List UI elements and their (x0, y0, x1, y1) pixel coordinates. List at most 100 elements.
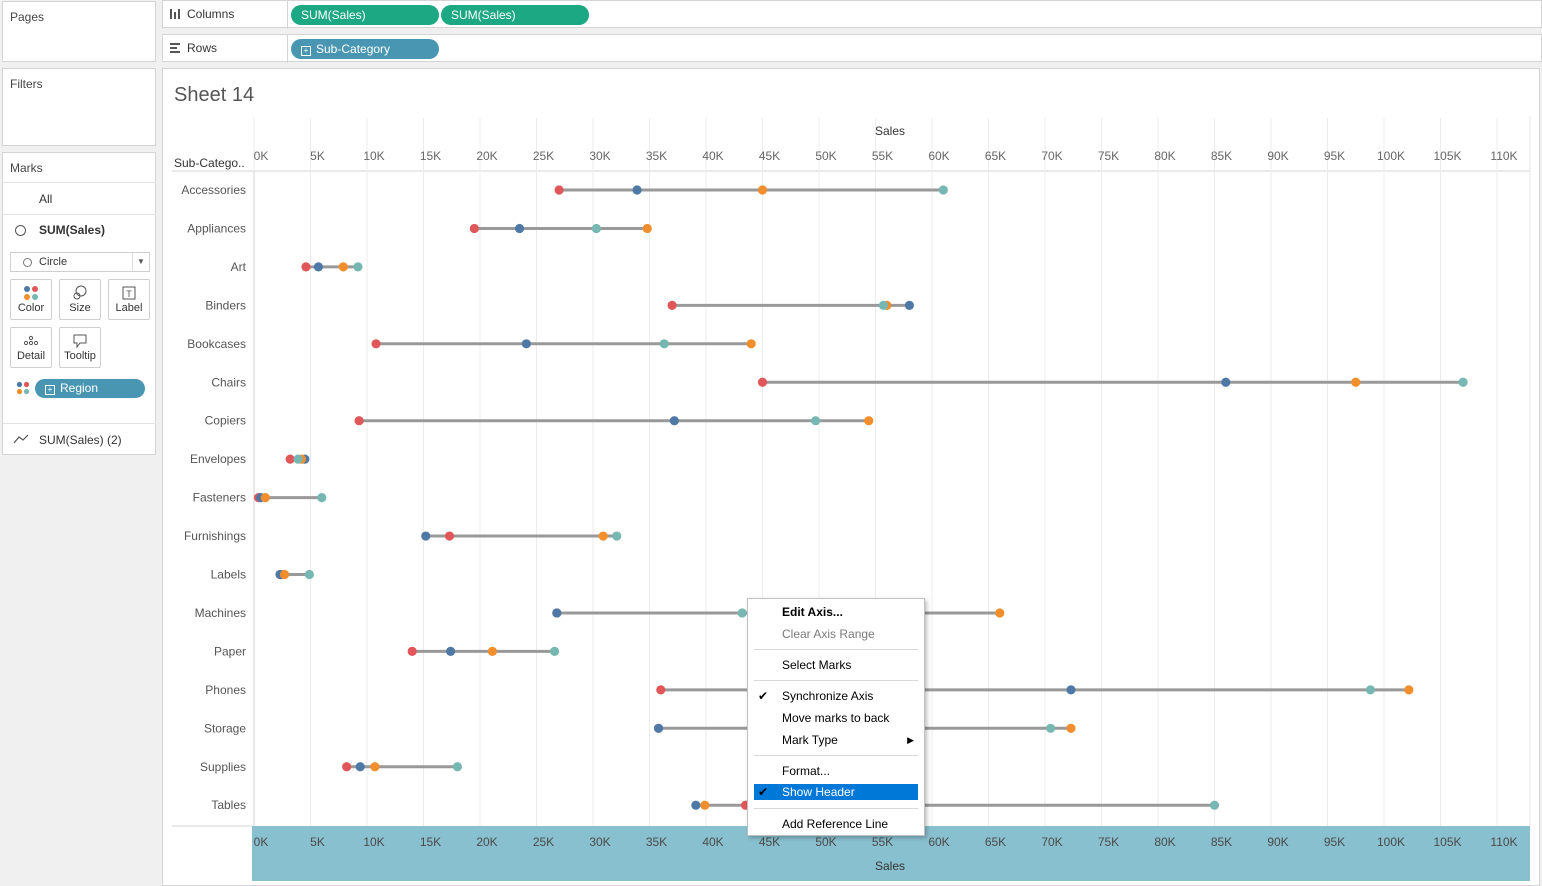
data-point[interactable] (370, 762, 380, 772)
top-axis-tick-label: 35K (646, 149, 667, 163)
data-point[interactable] (514, 223, 525, 234)
data-point[interactable] (354, 416, 364, 426)
data-point[interactable] (938, 185, 948, 195)
data-point[interactable] (757, 377, 768, 387)
data-point[interactable] (1209, 800, 1220, 810)
top-axis-tick-label: 20K (476, 149, 497, 163)
bottom-axis-tick-label: 5K (310, 835, 325, 849)
region-pill[interactable]: + Region (35, 379, 145, 398)
data-point[interactable] (313, 262, 324, 272)
data-point[interactable] (669, 416, 679, 426)
data-point[interactable] (554, 185, 564, 195)
category-label: Furnishings (184, 529, 246, 543)
size-icon (73, 285, 87, 300)
data-point[interactable] (1066, 685, 1076, 695)
mark-type-dropdown[interactable]: Circle ▼ (10, 252, 150, 272)
data-point[interactable] (452, 762, 462, 772)
columns-pill-sum-sales-2[interactable]: SUM(Sales) (441, 5, 589, 25)
data-point[interactable] (746, 339, 756, 349)
menu-edit-axis[interactable]: Edit Axis... (782, 605, 843, 619)
menu-separator (754, 649, 918, 650)
size-button[interactable]: Size (59, 279, 101, 320)
data-point[interactable] (1046, 723, 1056, 733)
data-point[interactable] (1458, 377, 1468, 387)
data-point[interactable] (421, 531, 431, 541)
data-point[interactable] (1066, 723, 1076, 733)
data-point[interactable] (864, 416, 874, 426)
menu-add-reference-line[interactable]: Add Reference Line (782, 817, 889, 831)
data-point[interactable] (757, 185, 768, 195)
data-point[interactable] (444, 531, 455, 541)
marks-sum-sales-2-row[interactable]: SUM(Sales) (2) (3, 423, 156, 455)
chevron-down-icon[interactable]: ▼ (132, 253, 149, 271)
data-point[interactable] (469, 223, 479, 234)
data-point[interactable] (700, 800, 710, 810)
data-point[interactable] (260, 493, 270, 503)
detail-button[interactable]: Detail (10, 327, 52, 368)
data-point[interactable] (653, 723, 664, 733)
line-icon (13, 434, 29, 444)
color-button[interactable]: Color (10, 279, 52, 320)
data-point[interactable] (995, 608, 1005, 618)
data-point[interactable] (342, 762, 352, 772)
filters-card[interactable]: Filters (2, 68, 156, 146)
data-point[interactable] (659, 339, 669, 349)
pages-card[interactable]: Pages (2, 1, 156, 62)
data-point[interactable] (632, 185, 642, 195)
menu-synchronize-axis[interactable]: ✔ Synchronize Axis (758, 689, 874, 703)
data-point[interactable] (1221, 377, 1231, 387)
label-button[interactable]: T Label (108, 279, 150, 320)
data-point[interactable] (521, 339, 531, 349)
menu-mark-type[interactable]: Mark Type ▶ (782, 733, 914, 747)
data-point[interactable] (279, 569, 290, 580)
label-icon: T (122, 286, 136, 300)
bottom-axis-tick-label: 85K (1211, 835, 1232, 849)
marks-sum-sales-row[interactable]: SUM(Sales) (3, 214, 156, 246)
data-point[interactable] (338, 262, 348, 272)
category-label: Chairs (211, 375, 246, 389)
data-point[interactable] (598, 531, 608, 541)
columns-shelf[interactable]: Columns SUM(Sales) SUM(Sales) (162, 0, 1542, 29)
data-point[interactable] (878, 300, 889, 310)
data-point[interactable] (285, 454, 295, 464)
data-point[interactable] (487, 646, 498, 657)
data-point[interactable] (304, 569, 314, 580)
data-point[interactable] (371, 339, 381, 349)
data-point[interactable] (407, 646, 417, 657)
menu-format[interactable]: Format... (782, 764, 831, 778)
menu-show-header[interactable]: ✔ Show Header (754, 784, 918, 800)
data-point[interactable] (1365, 685, 1376, 695)
marks-all-row[interactable]: All (3, 182, 156, 214)
data-point[interactable] (1351, 377, 1361, 387)
menu-move-marks-back[interactable]: Move marks to back (782, 711, 890, 725)
top-axis-tick-label: 10K (363, 149, 384, 163)
data-point[interactable] (355, 762, 365, 772)
columns-pill-sum-sales-1[interactable]: SUM(Sales) (291, 5, 439, 25)
data-point[interactable] (904, 300, 915, 310)
menu-select-marks[interactable]: Select Marks (782, 658, 852, 672)
rows-shelf[interactable]: Rows + Sub-Category (162, 34, 1542, 63)
tooltip-button[interactable]: Tooltip (59, 327, 101, 368)
data-point[interactable] (667, 300, 677, 310)
data-point[interactable] (1404, 685, 1414, 695)
data-point[interactable] (317, 493, 327, 503)
data-point[interactable] (353, 262, 363, 272)
data-point[interactable] (691, 800, 701, 810)
data-point[interactable] (591, 223, 601, 234)
data-point[interactable] (293, 454, 303, 464)
data-point[interactable] (549, 646, 560, 657)
data-point[interactable] (656, 685, 666, 695)
bottom-axis-tick-label: 25K (533, 835, 554, 849)
bottom-axis-tick-label: 45K (759, 835, 780, 849)
bottom-axis-tick-label: 15K (420, 835, 441, 849)
data-point[interactable] (446, 646, 456, 657)
data-point[interactable] (811, 416, 821, 426)
data-point[interactable] (552, 608, 562, 618)
data-point[interactable] (612, 531, 622, 541)
data-point[interactable] (301, 262, 311, 272)
data-point[interactable] (737, 608, 747, 618)
data-point[interactable] (642, 223, 652, 234)
category-label: Phones (205, 683, 246, 697)
rows-pill-sub-category[interactable]: + Sub-Category (291, 39, 439, 59)
